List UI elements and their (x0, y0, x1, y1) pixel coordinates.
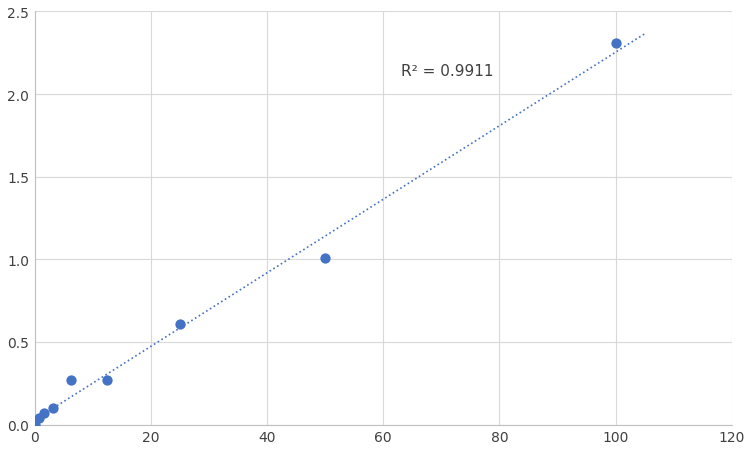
Point (29, 421, 41, 428)
Point (65, 377, 77, 384)
Text: R² = 0.9911: R² = 0.9911 (401, 64, 493, 78)
Point (33, 414, 45, 422)
Point (610, 40, 622, 47)
Point (47, 405, 59, 412)
Point (174, 320, 186, 327)
Point (101, 377, 113, 384)
Point (319, 254, 331, 262)
Point (38, 410, 50, 417)
